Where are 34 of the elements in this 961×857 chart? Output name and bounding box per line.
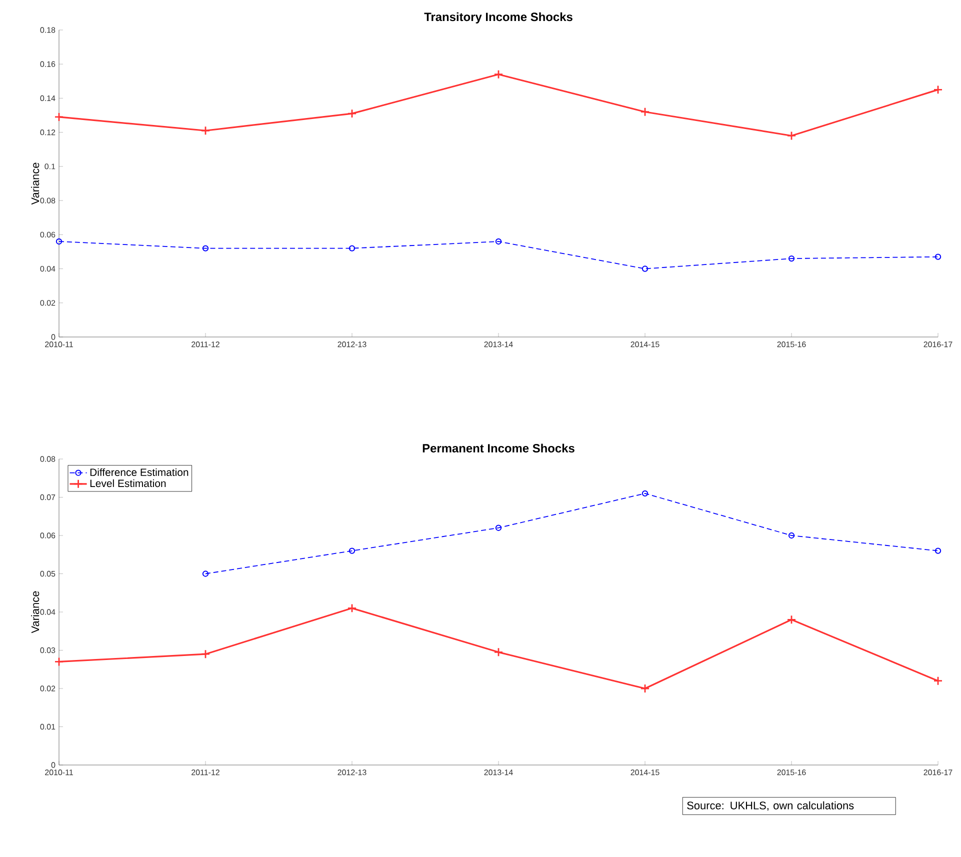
point xyxy=(786,614,796,624)
point xyxy=(202,570,209,577)
point xyxy=(202,245,209,252)
point xyxy=(642,490,648,497)
point xyxy=(642,266,648,272)
point xyxy=(495,238,502,245)
point xyxy=(640,684,650,694)
point xyxy=(54,112,64,122)
point xyxy=(933,85,943,94)
point xyxy=(934,548,942,554)
point xyxy=(494,70,504,80)
point xyxy=(56,238,62,245)
source-note: Source: UKHLS, own calculations xyxy=(687,801,854,811)
point xyxy=(200,126,210,136)
point xyxy=(786,131,796,140)
point xyxy=(934,254,942,260)
y-axis-title: Variance xyxy=(31,591,40,634)
y-axis-title: Variance xyxy=(31,162,40,205)
point xyxy=(640,107,650,117)
point xyxy=(54,657,64,666)
legend-label: Level Estimation xyxy=(90,479,166,488)
point xyxy=(347,603,357,613)
point xyxy=(788,255,795,262)
point xyxy=(200,649,210,659)
point xyxy=(495,524,502,531)
point xyxy=(788,532,795,539)
legend-label: Difference Estimation xyxy=(90,468,188,476)
point xyxy=(347,108,357,118)
point xyxy=(348,245,356,252)
point xyxy=(494,647,504,657)
point xyxy=(933,676,943,686)
chart-title: Transitory Income Shocks xyxy=(424,12,572,24)
point xyxy=(348,548,356,554)
chart-title: Permanent Income Shocks xyxy=(422,444,574,452)
